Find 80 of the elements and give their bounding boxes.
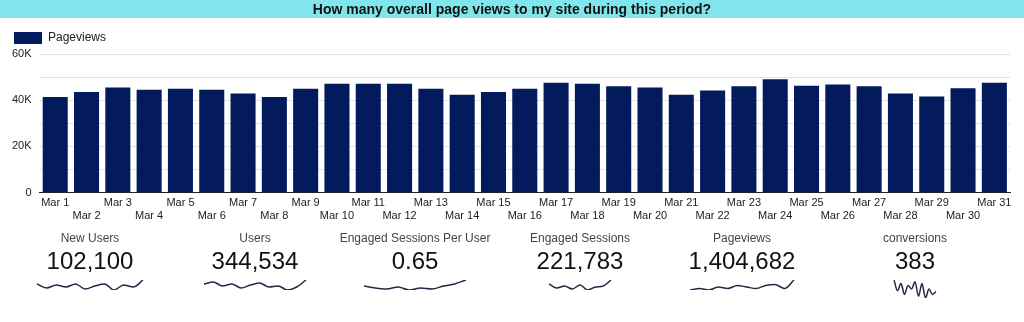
x-tick-label: Mar 20 [632, 209, 668, 222]
bar [136, 89, 162, 193]
bar [919, 96, 945, 193]
x-tick-label: Mar 29 [914, 196, 949, 209]
bar [794, 85, 820, 193]
bar [324, 83, 350, 193]
bar [167, 88, 193, 193]
text: 344,534 [210, 246, 300, 276]
x-tick-label: Mar 23 [726, 196, 762, 209]
text: 1,404,682 [687, 246, 797, 276]
x-tick-label: Mar 15 [476, 196, 511, 209]
chart-title: Users [239, 231, 271, 245]
x-tick-label: Mar 2 [72, 209, 101, 222]
bar [668, 94, 694, 193]
chart-title: Engaged Sessions Per User [338, 230, 492, 246]
x-tick-label: Mar 19 [601, 196, 636, 209]
chart-title: New Users [59, 230, 121, 246]
x-tick-label: Mar 3 [103, 196, 132, 209]
x-tick-label: Mar 28 [883, 209, 918, 222]
x-tick-label: Mar 4 [135, 209, 164, 222]
bar [700, 90, 726, 193]
text: 221,783 [535, 246, 625, 276]
x-tick-label: Mar 24 [758, 209, 793, 222]
x-tick-label: Mar 7 [228, 196, 258, 209]
bar [293, 88, 319, 193]
x-tick-label: Mar 16 [507, 209, 542, 222]
bar [574, 83, 600, 193]
x-tick-label: Mar 25 [789, 196, 824, 209]
x-tick-label: Mar 14 [445, 209, 480, 222]
bar [199, 89, 225, 193]
x-tick-label: Mar 6 [197, 209, 226, 222]
bar [981, 82, 1007, 193]
text: 102,100 [45, 246, 135, 276]
x-tick-label: Mar 31 [977, 196, 1012, 209]
bar [731, 86, 757, 193]
legend-label: Pageviews [48, 30, 107, 45]
x-tick-label: Mar 30 [945, 209, 981, 222]
y-tick-label: 0 [25, 185, 32, 198]
bar [543, 82, 569, 193]
bar [606, 86, 632, 193]
y-tick-label: 40K [11, 93, 33, 106]
bar [825, 84, 851, 193]
chart-title: conversions [882, 230, 948, 246]
bar [637, 87, 663, 193]
bar [950, 88, 976, 193]
y-tick-label: 60K [11, 47, 33, 60]
text: 0.65 [390, 246, 440, 276]
chart-title: Pageviews [712, 230, 772, 246]
x-tick-label: Mar 8 [260, 209, 289, 222]
x-tick-label: Mar 18 [570, 209, 605, 222]
x-tick-label: Mar 1 [41, 196, 70, 209]
x-tick-label: Mar 9 [291, 196, 320, 209]
chart-title: Engaged Sessions [528, 230, 632, 246]
bar [74, 92, 100, 193]
bar [355, 83, 381, 193]
bar [480, 92, 506, 193]
x-tick-label: Mar 5 [166, 196, 195, 209]
x-tick-label: Mar 17 [538, 196, 574, 209]
bar [856, 86, 882, 193]
bar [230, 93, 256, 193]
x-tick-label: Mar 22 [695, 209, 730, 222]
x-tick-label: Mar 27 [852, 196, 887, 209]
bar [887, 93, 913, 193]
x-tick-label: Mar 12 [382, 209, 417, 222]
bar [105, 87, 131, 193]
bar [449, 94, 475, 193]
bar [261, 96, 287, 193]
x-tick-label: Mar 11 [351, 196, 385, 209]
bar [42, 96, 68, 193]
x-tick-label: Mar 26 [820, 209, 855, 222]
text: 383 [893, 246, 936, 276]
x-tick-label: Mar 21 [664, 196, 699, 209]
bar [512, 88, 538, 193]
y-tick-label: 20K [11, 139, 33, 152]
bar [762, 79, 788, 193]
x-tick-label: Mar 10 [319, 209, 355, 222]
bar [387, 83, 413, 193]
chart-title: How many overall page views to my site during this period? [0, 0, 1024, 18]
bar [418, 88, 444, 193]
x-tick-label: Mar 13 [413, 196, 448, 209]
